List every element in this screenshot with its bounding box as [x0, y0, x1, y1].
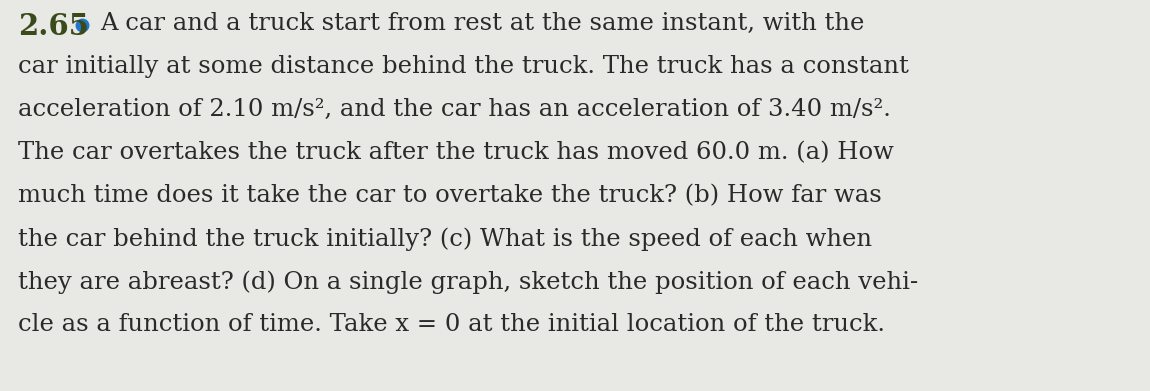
Text: 2.65: 2.65	[18, 12, 89, 41]
Text: acceleration of 2.10 m/s², and the car has an acceleration of 3.40 m/s².: acceleration of 2.10 m/s², and the car h…	[18, 98, 891, 121]
Text: car initially at some distance behind the truck. The truck has a constant: car initially at some distance behind th…	[18, 55, 908, 78]
Text: The car overtakes the truck after the truck has moved 60.0 m. (a) How: The car overtakes the truck after the tr…	[18, 141, 894, 164]
Text: the car behind the truck initially? (c) What is the speed of each when: the car behind the truck initially? (c) …	[18, 227, 872, 251]
Text: much time does it take the car to overtake the truck? (b) How far was: much time does it take the car to overta…	[18, 184, 882, 207]
Text: cle as a function of time. Take x = 0 at the initial location of the truck.: cle as a function of time. Take x = 0 at…	[18, 313, 886, 336]
Text: A car and a truck start from rest at the same instant, with the: A car and a truck start from rest at the…	[100, 12, 865, 35]
Text: they are abreast? (d) On a single graph, sketch the position of each vehi-: they are abreast? (d) On a single graph,…	[18, 270, 918, 294]
